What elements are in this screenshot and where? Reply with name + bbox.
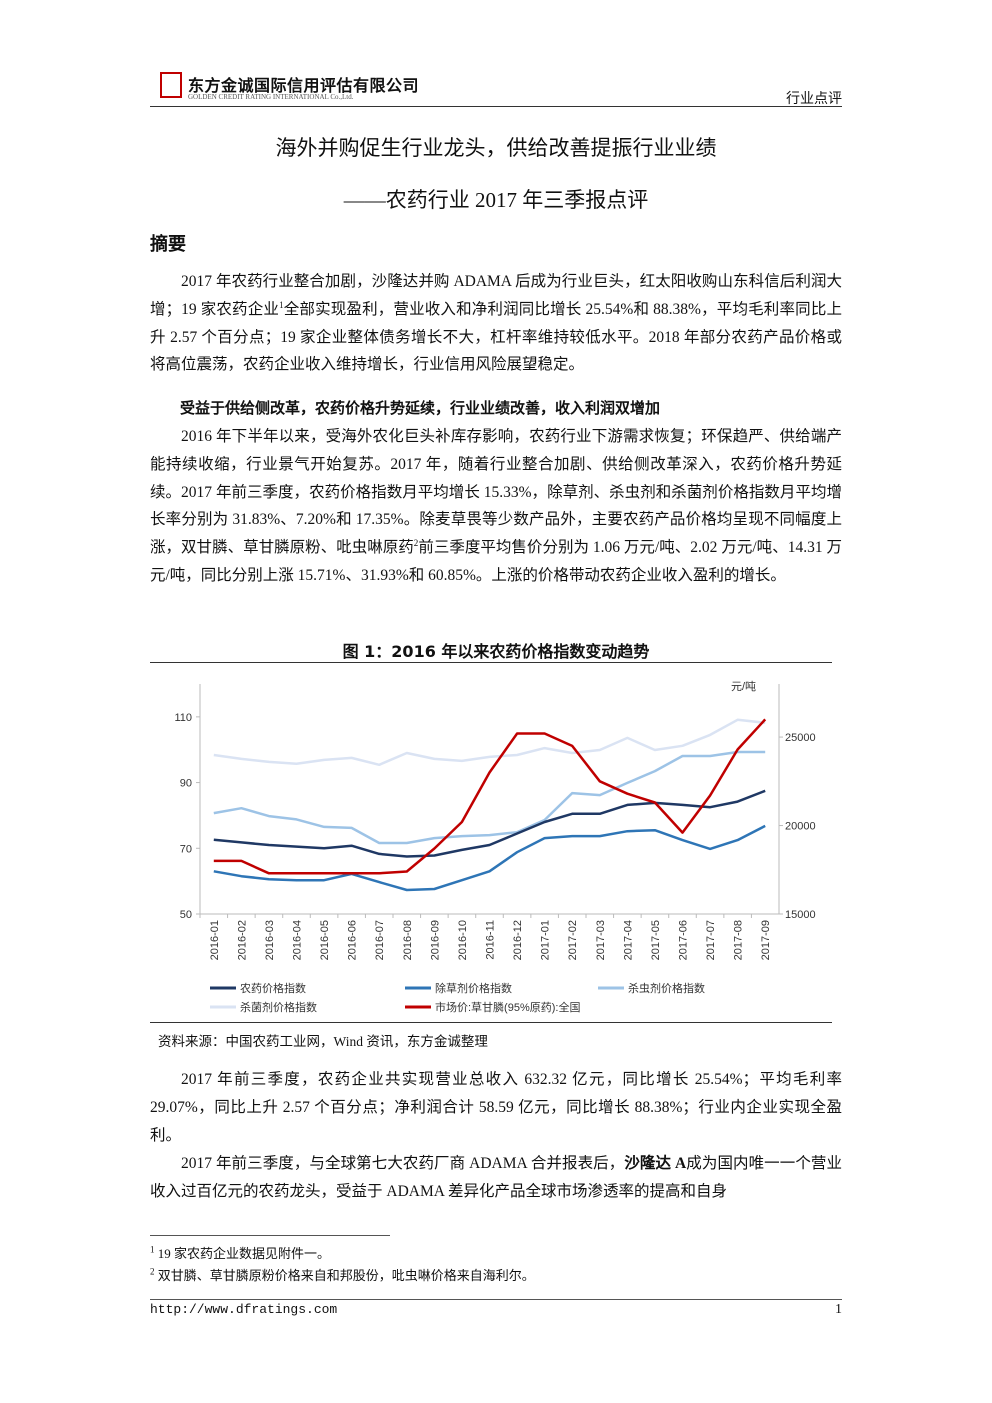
text: 成为国内唯一一个营业收入过百亿元的农药龙头，受益于 ADAMA 差异化产品全球市… bbox=[150, 1155, 842, 1200]
legend-label: 杀虫剂价格指数 bbox=[628, 981, 705, 995]
y-tick-label: 70 bbox=[180, 843, 192, 855]
footnote-num: 1 bbox=[150, 1244, 155, 1255]
footnote-ref: 1 bbox=[279, 299, 284, 310]
footnote-ref: 2 bbox=[413, 538, 419, 549]
series-line bbox=[213, 789, 766, 858]
figure-title: 图 1：2016 年以来农药价格指数变动趋势 bbox=[342, 642, 650, 661]
x-tick-label: 2016-03 bbox=[264, 920, 276, 960]
x-tick-label: 2016-06 bbox=[347, 920, 359, 960]
y-tick-label: 50 bbox=[180, 909, 192, 921]
header-rule bbox=[150, 106, 842, 107]
series-line bbox=[213, 824, 766, 892]
body-paragraph: 2017 年前三季度，农药企业共实现营业总收入 632.32 亿元，同比增长 2… bbox=[150, 1066, 842, 1149]
series-line bbox=[213, 750, 766, 845]
body-paragraph: 2017 年前三季度，与全球第七大农药厂商 ADAMA 合并报表后，沙隆达 A成… bbox=[150, 1150, 842, 1206]
x-tick-label: 2016-11 bbox=[485, 920, 497, 960]
footnote: 1 19 家农药企业数据见附件一。 bbox=[150, 1243, 330, 1262]
series-line bbox=[213, 718, 766, 767]
x-tick-label: 2016-09 bbox=[429, 920, 441, 960]
x-tick-label: 2016-12 bbox=[512, 920, 524, 960]
legend-label: 除草剂价格指数 bbox=[435, 981, 512, 995]
x-tick-label: 2016-01 bbox=[209, 920, 221, 960]
text: 全部实现盈利，营业收入和净利润同比增长 25.54%和 88.38%，平均毛利率… bbox=[150, 300, 842, 374]
legend-label: 市场价:草甘膦(95%原药):全国 bbox=[435, 1000, 580, 1014]
legend-label: 农药价格指数 bbox=[240, 981, 306, 995]
x-tick-label: 2017-04 bbox=[622, 920, 634, 960]
footnote-text: 双甘膦、草甘膦原粉价格来自和邦股份，吡虫啉价格来自海利尔。 bbox=[157, 1268, 535, 1283]
x-tick-label: 2016-02 bbox=[236, 920, 248, 960]
x-tick-label: 2016-10 bbox=[457, 920, 469, 960]
x-tick-label: 2017-02 bbox=[567, 920, 579, 960]
text: 2017 年农药行业整合加剧，沙隆达并购 ADAMA 后成为行业巨头，红太阳收购… bbox=[150, 273, 842, 318]
summary-heading: 摘要 bbox=[150, 234, 186, 255]
text: 前三季度平均售价分别为 1.06 万元/吨、2.02 万元/吨、14.31 万元… bbox=[150, 539, 842, 584]
y2-tick-label: 15000 bbox=[785, 909, 816, 921]
legend-label: 杀菌剂价格指数 bbox=[240, 1000, 317, 1014]
y2-tick-label: 20000 bbox=[785, 821, 816, 833]
y-tick-label: 110 bbox=[174, 712, 192, 724]
x-tick-label: 2016-08 bbox=[402, 920, 414, 960]
footer-rule bbox=[150, 1299, 842, 1300]
title: 海外并购促生行业龙头，供给改善提振行业业绩 bbox=[275, 136, 717, 160]
x-tick-label: 2016-05 bbox=[319, 920, 331, 960]
figure-bottom-rule bbox=[150, 1022, 832, 1023]
x-tick-label: 2017-05 bbox=[650, 920, 662, 960]
subtitle: ——农药行业 2017 年三季报点评 bbox=[343, 188, 649, 212]
logo-icon bbox=[160, 72, 182, 98]
text-bold: 沙隆达 A bbox=[624, 1155, 687, 1172]
chart: 50 70 90 110 15000 20000 25000 元/吨 2016-01 2016-0… bbox=[174, 680, 816, 1014]
footnote-text: 19 家农药企业数据见附件一。 bbox=[157, 1246, 331, 1261]
text: 2017 年前三季度，农药企业共实现营业总收入 632.32 亿元，同比增长 2… bbox=[150, 1071, 842, 1144]
footnote: 2 双甘膦、草甘膦原粉价格来自和邦股份，吡虫啉价格来自海利尔。 bbox=[150, 1265, 535, 1284]
x-tick-label: 2016-07 bbox=[374, 920, 386, 960]
x-tick-label: 2017-01 bbox=[540, 920, 552, 960]
summary: 2017 年农药行业整合加剧，沙隆达并购 ADAMA 后成为行业巨头，红太阳收购… bbox=[150, 268, 842, 379]
text: 2017 年前三季度，与全球第七大农药厂商 ADAMA 合并报表后， bbox=[181, 1155, 625, 1172]
section-paragraph: 2016 年下半年以来，受海外农化巨头补库存影响，农药行业下游需求恢复；环保趋严… bbox=[150, 423, 842, 590]
x-tick-label: 2017-06 bbox=[678, 920, 690, 960]
series-line bbox=[213, 718, 767, 875]
page-number: 1 bbox=[835, 1302, 842, 1317]
footnote-num: 2 bbox=[150, 1266, 155, 1277]
header-section: 行业点评 bbox=[786, 92, 842, 107]
footnote-rule bbox=[150, 1235, 390, 1236]
company-name: 东方金诚国际信用评估有限公司 bbox=[188, 78, 420, 95]
x-tick-label: 2016-04 bbox=[292, 920, 304, 960]
x-tick-label: 2017-03 bbox=[595, 920, 607, 960]
x-tick-label: 2017-07 bbox=[705, 920, 717, 960]
section-heading: 受益于供给侧改革，农药价格升势延续，行业业绩改善，收入利润双增加 bbox=[180, 399, 661, 417]
y2-axis-label: 元/吨 bbox=[731, 680, 756, 693]
x-tick-label: 2017-08 bbox=[733, 920, 745, 960]
x-tick-label: 2017-09 bbox=[760, 920, 772, 960]
y2-tick-label: 25000 bbox=[785, 732, 816, 744]
company-name-en: GOLDEN CREDIT RATING INTERNATIONAL Co.,L… bbox=[188, 93, 354, 101]
y-tick-label: 90 bbox=[180, 778, 192, 790]
figure-top-rule bbox=[150, 662, 832, 663]
footer-url: http://www.dfratings.com bbox=[150, 1302, 338, 1317]
text: 2016 年下半年以来，受海外农化巨头补库存影响，农药行业下游需求恢复；环保趋严… bbox=[150, 428, 842, 557]
figure-source: 资料来源：中国农药工业网，Wind 资讯，东方金诚整理 bbox=[158, 1034, 488, 1049]
